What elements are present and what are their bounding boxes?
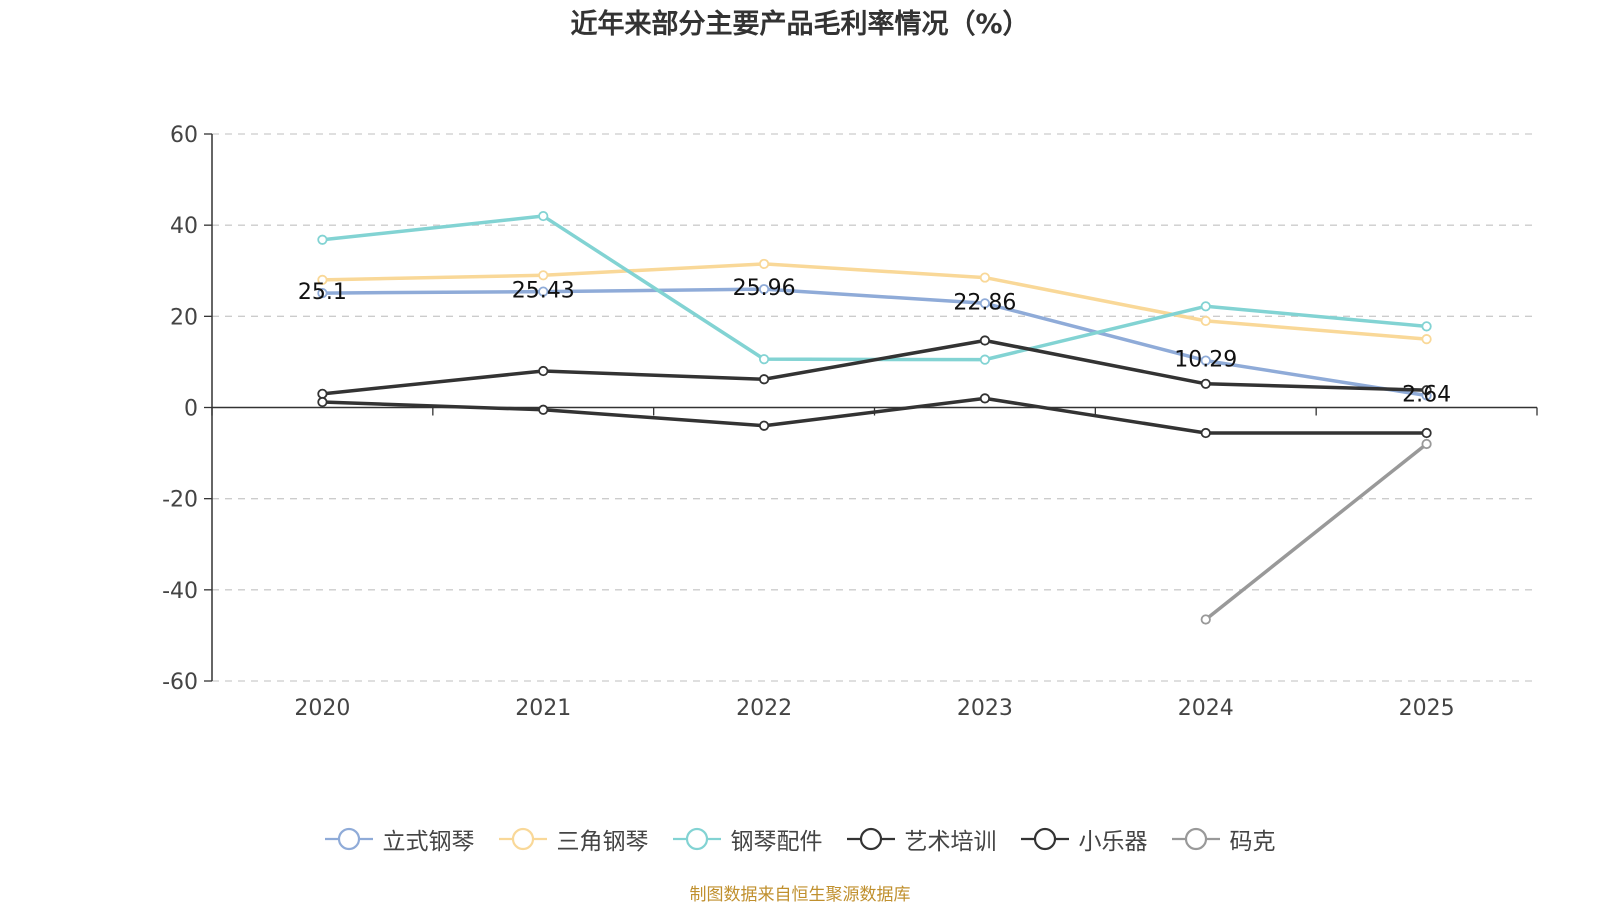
data-point[interactable]	[538, 210, 549, 222]
data-point[interactable]	[538, 270, 549, 281]
series-line-3	[322, 338, 1427, 396]
data-point[interactable]	[1421, 385, 1432, 396]
legend-item[interactable]: 码克	[1171, 822, 1276, 856]
series-layer	[317, 210, 1432, 625]
x-tick-label: 2020	[294, 696, 350, 721]
legend-symbol-icon	[324, 827, 373, 851]
data-point[interactable]	[758, 420, 770, 431]
legend-item[interactable]: 艺术培训	[846, 822, 997, 856]
x-tick-label: 2024	[1178, 696, 1234, 721]
legend-label: 小乐器	[1078, 829, 1148, 855]
x-tick-label: 2023	[957, 696, 1013, 721]
chart-title: 近年来部分主要产品毛利率情况（%）	[570, 9, 1030, 40]
x-tick-label: 2022	[736, 696, 792, 721]
legend-symbol-icon	[846, 827, 895, 851]
series-line-1	[322, 262, 1427, 341]
legend-item[interactable]: 小乐器	[1020, 822, 1148, 856]
data-label: 10.29	[1174, 348, 1237, 373]
data-point[interactable]	[758, 354, 770, 365]
legend-item[interactable]: 钢琴配件	[672, 822, 823, 856]
data-point[interactable]	[538, 286, 549, 297]
data-point[interactable]	[538, 365, 549, 377]
y-tick-label: -60	[162, 670, 198, 695]
legend-item[interactable]: 三角钢琴	[498, 822, 649, 856]
data-point[interactable]	[979, 354, 991, 365]
data-point[interactable]	[1421, 438, 1432, 450]
y-tick-label: 20	[170, 305, 198, 330]
legend: 立式钢琴 三角钢琴 钢琴配件 艺术培训 小乐器 码克	[0, 822, 1600, 856]
legend-item[interactable]: 立式钢琴	[324, 822, 475, 856]
legend-label: 艺术培训	[904, 829, 997, 855]
data-point[interactable]	[1200, 427, 1211, 439]
y-tick-label: 40	[170, 214, 198, 239]
data-point[interactable]	[538, 404, 549, 415]
legend-symbol-icon	[498, 827, 547, 851]
data-point[interactable]	[317, 287, 328, 299]
data-point[interactable]	[317, 388, 328, 399]
data-point[interactable]	[1200, 378, 1211, 389]
data-point[interactable]	[1200, 315, 1211, 326]
axis-layer: 60 40 20 0 -20 -40 -60 2020 2021 2022 2023 2024 2025	[162, 123, 1538, 721]
data-label: 25.43	[512, 279, 575, 304]
data-point[interactable]	[1200, 614, 1211, 625]
data-point[interactable]	[317, 274, 328, 285]
label-layer: 25.1 25.43 25.96 22.86 10.29 2.64	[298, 276, 1451, 407]
data-point[interactable]	[1421, 427, 1432, 439]
legend-label: 三角钢琴	[556, 829, 649, 855]
legend-symbol-icon	[672, 827, 721, 851]
legend-symbol-icon	[1171, 827, 1220, 851]
data-label: 22.86	[953, 290, 1016, 315]
series-line-5	[1204, 442, 1428, 621]
data-point[interactable]	[979, 298, 991, 309]
data-point[interactable]	[1200, 301, 1211, 312]
data-point[interactable]	[317, 234, 328, 245]
y-tick-label: 0	[184, 397, 198, 422]
y-tick-label: -40	[162, 579, 198, 604]
data-point[interactable]	[758, 374, 770, 385]
data-point[interactable]	[979, 393, 991, 404]
series-line-0	[322, 287, 1427, 398]
data-point[interactable]	[1421, 334, 1432, 345]
source-note: 制图数据来自恒生聚源数据库	[689, 885, 911, 905]
y-tick-label: -20	[162, 488, 198, 513]
data-point[interactable]	[1200, 355, 1211, 366]
x-tick-label: 2021	[515, 696, 571, 721]
series-line-2	[322, 214, 1427, 362]
data-point[interactable]	[979, 272, 991, 283]
y-tick-label: 60	[170, 123, 198, 148]
legend-label: 钢琴配件	[730, 829, 823, 855]
data-label: 25.1	[298, 280, 347, 305]
x-tick-label: 2025	[1399, 696, 1455, 721]
legend-label: 立式钢琴	[382, 829, 475, 855]
data-point[interactable]	[1421, 321, 1432, 332]
data-point[interactable]	[758, 284, 770, 295]
series-line-4	[322, 396, 1427, 435]
data-point[interactable]	[758, 258, 770, 270]
data-point[interactable]	[317, 396, 328, 408]
data-label: 2.64	[1402, 382, 1451, 407]
data-label: 25.96	[733, 276, 796, 301]
legend-label: 码克	[1229, 829, 1276, 855]
data-point[interactable]	[979, 335, 991, 346]
legend-symbol-icon	[1020, 827, 1069, 851]
